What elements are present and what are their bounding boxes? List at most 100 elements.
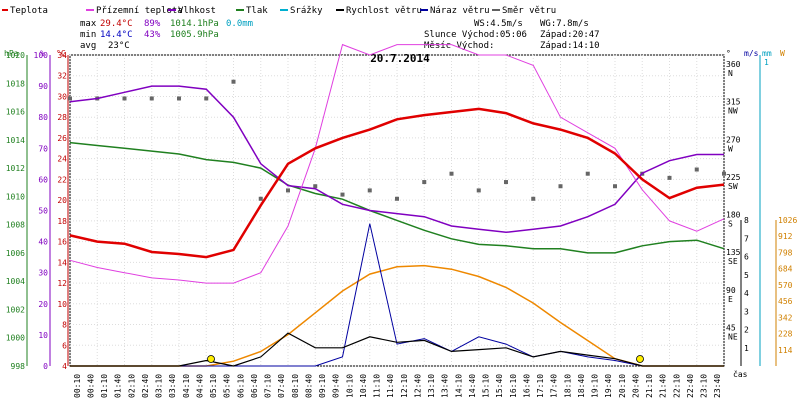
wind-direction-point <box>367 188 372 193</box>
legend-smer-vetru: Směr větru <box>502 6 556 16</box>
grid <box>69 54 725 367</box>
ms-tick-labels: 1 2 3 4 5 6 7 8 <box>744 216 749 353</box>
x-tick-label: 08:10 <box>291 374 300 398</box>
deg-tick-label: 315 <box>726 98 741 107</box>
left-axes: hPa % °C 9981000100210041006100810101012… <box>4 49 69 371</box>
ms-tick-label: 7 <box>744 234 749 243</box>
ms-tick-label: 2 <box>744 326 749 335</box>
legend-tlak: Tlak <box>246 6 268 16</box>
moon-set-info: Západ:14:10 <box>540 41 600 51</box>
wind-direction-point <box>340 192 345 197</box>
deg-tick-label: 270 <box>726 135 741 144</box>
w-tick-label: 1026 <box>778 216 797 225</box>
mm-unit: mm <box>762 49 772 58</box>
deg-tick-label: 180 <box>726 211 741 220</box>
hpa-tick-label: 1016 <box>6 108 25 117</box>
x-tick-label: 22:40 <box>686 374 695 398</box>
hpa-tick-label: 998 <box>11 362 26 371</box>
sun-info: Slunce Východ:05:06 <box>424 30 527 40</box>
w-tick-label: 912 <box>778 232 793 241</box>
hpa-unit: hPa <box>4 49 19 58</box>
legend: Teplota Přízemní teplota Vlhkost Tlak Sr… <box>2 6 556 16</box>
x-tick-label: 22:10 <box>672 374 681 398</box>
x-tick-label: 17:40 <box>550 374 559 398</box>
legend-prizemni-teplota: Přízemní teplota <box>96 6 183 16</box>
x-tick-label: 16:40 <box>522 374 531 398</box>
temp-tick-label: 30 <box>57 92 67 101</box>
wind-direction-point <box>449 171 454 176</box>
x-tick-label: 02:10 <box>127 374 136 398</box>
chart-title: 20.7.2014 <box>370 52 430 65</box>
hpa-tick-label: 1004 <box>6 277 25 286</box>
wind-speed-line <box>70 332 724 367</box>
x-tick-label: 00:10 <box>73 374 82 398</box>
stat-avg-temp: 23°C <box>108 41 130 51</box>
hpa-tick-labels: 998 1000 1002 1004 1006 1008 1010 1012 1014 1016 1… <box>6 51 25 371</box>
wind-direction-point <box>68 96 72 101</box>
legend-vlhkost: Vlhkost <box>178 6 216 16</box>
hpa-tick-label: 1020 <box>6 51 25 60</box>
w-tick-label: 570 <box>778 281 793 290</box>
info-block: WS:4.5m/s WG:7.8m/s Slunce Východ:05:06 … <box>424 19 600 51</box>
x-tick-label: 04:40 <box>195 374 204 398</box>
hpa-tick-label: 1002 <box>6 305 25 314</box>
temperature-line <box>69 107 725 259</box>
sun-set-info: Západ:20:47 <box>540 30 600 40</box>
x-tick-label: 10:40 <box>359 374 368 398</box>
temp-unit: °C <box>56 49 66 58</box>
wind-direction-point <box>722 171 726 176</box>
x-tick-label: 02:40 <box>141 374 150 398</box>
stat-max-hum: 89% <box>144 19 161 29</box>
x-tick-label: 15:40 <box>495 374 504 398</box>
deg-tick-dir: SW <box>728 182 738 191</box>
hpa-tick-label: 1018 <box>6 79 25 88</box>
temp-tick-label: 4 <box>62 362 67 371</box>
pct-tick-label: 50 <box>38 207 48 216</box>
deg-tick-dir: N <box>728 69 733 78</box>
x-tick-label: 17:10 <box>536 374 545 398</box>
series-lines <box>69 43 725 367</box>
pct-tick-label: 100 <box>34 51 49 60</box>
deg-tick-dir: NE <box>728 332 738 341</box>
stat-max-temp: 29.4°C <box>100 19 133 29</box>
wind-direction-point <box>231 79 236 84</box>
stats-block: max 29.4°C 89% 1014.1hPa 0.0mm min 14.4°… <box>80 19 253 51</box>
x-tick-label: 06:40 <box>250 374 259 398</box>
stat-avg-label: avg <box>80 41 96 51</box>
x-tick-labels: 00:10 00:40 01:10 01:40 02:10 02:40 03:10 03:40… <box>73 374 722 398</box>
x-tick-label: 05:40 <box>223 374 232 398</box>
stat-min-label: min <box>80 30 96 40</box>
temp-tick-label: 12 <box>57 279 67 288</box>
temp-tick-label: 10 <box>57 300 67 309</box>
wind-speed-info: WS:4.5m/s <box>474 19 523 29</box>
temp-tick-label: 18 <box>57 217 67 226</box>
legend-teplota: Teplota <box>10 6 48 16</box>
pct-tick-label: 20 <box>38 300 48 309</box>
x-tick-label: 01:10 <box>100 374 109 398</box>
deg-tick-dir: SE <box>728 257 738 266</box>
temp-tick-label: 16 <box>57 238 67 247</box>
wind-direction-point <box>504 180 508 185</box>
stat-min-press: 1005.9hPa <box>170 30 219 40</box>
temp-tick-label: 20 <box>57 196 67 205</box>
wind-direction-point <box>286 188 290 193</box>
x-tick-label: 12:10 <box>400 374 409 398</box>
deg-tick-dir: S <box>728 220 733 229</box>
pct-tick-label: 80 <box>38 113 48 122</box>
x-tick-label: 13:10 <box>427 374 436 398</box>
hpa-tick-label: 1008 <box>6 221 25 230</box>
deg-tick-label: 45 <box>726 323 736 332</box>
temp-tick-label: 22 <box>57 175 67 184</box>
x-tick-label: 11:10 <box>373 374 382 398</box>
wind-direction-point <box>122 96 127 101</box>
pressure-line <box>69 141 725 254</box>
temp-tick-label: 8 <box>62 321 67 330</box>
x-tick-label: 04:10 <box>182 374 191 398</box>
humidity-line <box>69 85 724 234</box>
legend-srazky: Srážky <box>290 6 323 16</box>
wind-direction-point <box>585 171 590 176</box>
wind-direction-point <box>177 96 181 101</box>
deg-tick-dir: W <box>728 144 733 153</box>
pct-tick-label: 0 <box>43 362 48 371</box>
